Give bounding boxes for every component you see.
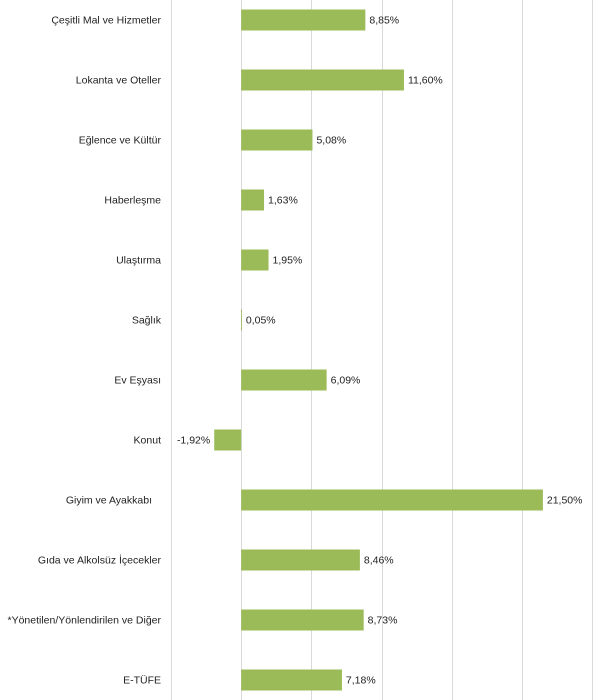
value-label: 21,50% xyxy=(547,495,583,507)
value-label: 1,63% xyxy=(268,195,298,207)
category-label: Giyim ve Ayakkabı xyxy=(66,495,152,507)
category-label: Sağlık xyxy=(132,315,162,327)
bar xyxy=(241,249,269,271)
bar xyxy=(241,129,313,151)
value-label: 6,09% xyxy=(331,375,361,387)
category-label: Çeşitli Mal ve Hizmetler xyxy=(51,15,161,27)
category-label: *Yönetilen/Yönlendirilen ve Diğer xyxy=(7,615,161,627)
labels: Çeşitli Mal ve Hizmetler 8,85% Lokanta ve … xyxy=(7,15,582,687)
value-label: -1,92% xyxy=(177,435,210,447)
value-label: 8,46% xyxy=(364,555,394,567)
value-label: 11,60% xyxy=(408,75,443,87)
bar xyxy=(241,69,404,91)
bar xyxy=(241,309,242,331)
bar xyxy=(241,9,366,31)
value-label: 8,73% xyxy=(368,615,398,627)
category-label: Gıda ve Alkolsüz İçecekler xyxy=(38,554,162,567)
bar xyxy=(214,429,242,451)
gridlines xyxy=(171,0,593,700)
category-label: Eğlence ve Kültür xyxy=(79,135,162,147)
category-label: Lokanta ve Oteller xyxy=(76,75,162,87)
category-label: Ulaştırma xyxy=(116,255,161,267)
value-label: 1,95% xyxy=(273,255,303,267)
bar xyxy=(241,189,265,211)
value-label: 7,18% xyxy=(346,675,376,687)
bar xyxy=(241,549,360,571)
bar xyxy=(241,609,364,631)
bar xyxy=(241,489,543,511)
value-label: 5,08% xyxy=(316,135,346,147)
category-label: Konut xyxy=(134,435,162,447)
category-label: E-TÜFE xyxy=(123,675,161,687)
bar xyxy=(241,669,342,691)
category-label: Ev Eşyası xyxy=(114,375,161,387)
bars xyxy=(214,9,543,691)
category-label: Haberleşme xyxy=(104,195,161,207)
value-label: 8,85% xyxy=(369,15,399,27)
bar xyxy=(241,369,327,391)
value-label: 0,05% xyxy=(246,315,276,327)
